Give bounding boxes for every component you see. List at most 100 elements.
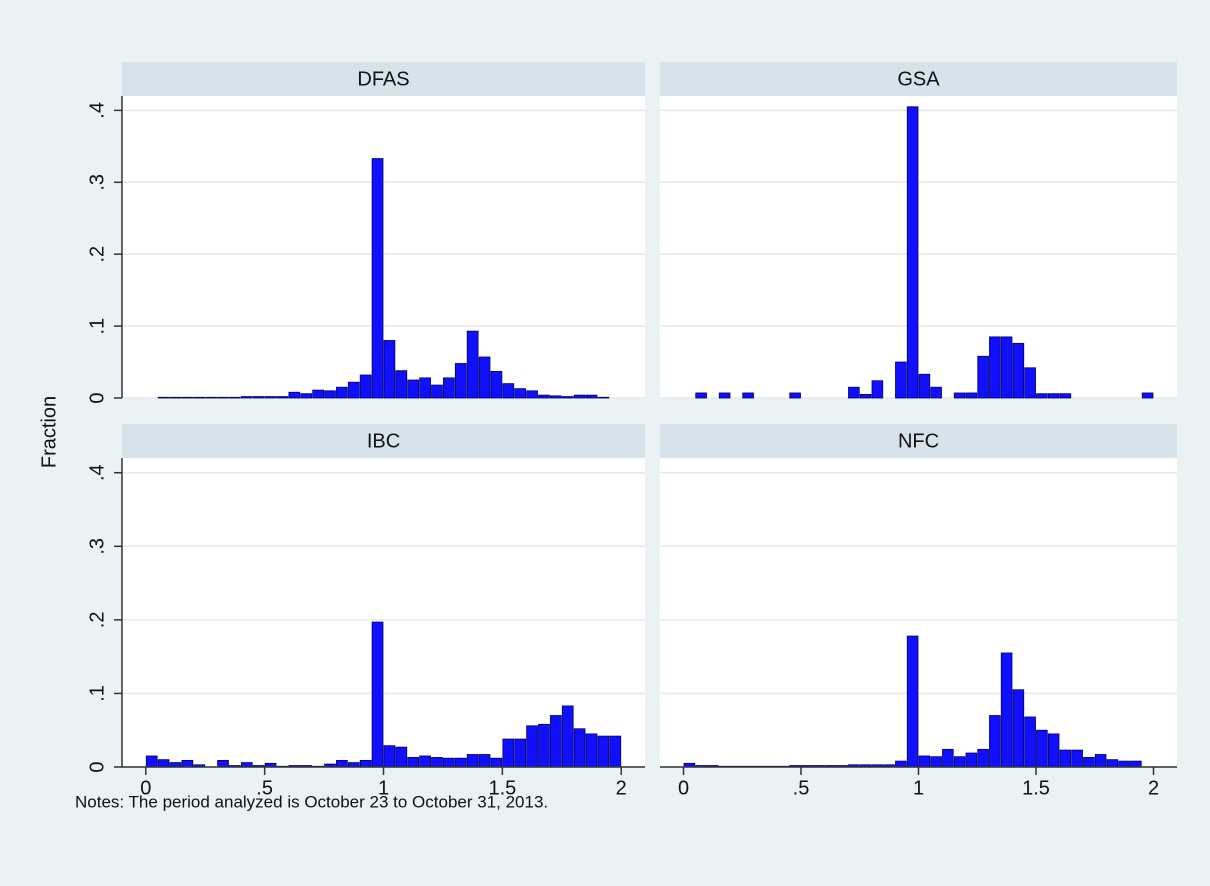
bar <box>977 748 989 768</box>
bar <box>145 755 158 768</box>
y-tick-label: .2 <box>86 612 108 629</box>
bar <box>585 733 598 768</box>
panel-title: DFAS <box>357 68 409 90</box>
bar <box>1024 716 1036 768</box>
bar <box>1083 757 1095 768</box>
panel-title: IBC <box>367 430 400 452</box>
bar <box>1036 393 1048 399</box>
bar <box>181 396 194 399</box>
x-tick-label: 2 <box>1148 777 1159 799</box>
bar <box>431 384 443 399</box>
bar <box>419 755 431 768</box>
bar <box>1047 393 1060 399</box>
bar <box>336 759 348 768</box>
bar <box>561 396 574 399</box>
note: Notes: The period analyzed is October 23… <box>75 792 548 811</box>
bar <box>407 757 420 768</box>
bar <box>1047 733 1060 768</box>
x-tick-label: 1 <box>378 777 389 799</box>
bar <box>502 383 515 399</box>
bar <box>288 391 301 399</box>
bar <box>205 396 217 399</box>
y-axis-label: Fraction <box>38 396 60 468</box>
bar <box>217 396 229 399</box>
bar <box>478 356 491 399</box>
y-tick-label: 0 <box>86 761 108 772</box>
panel-title: GSA <box>897 68 940 90</box>
plot-area <box>122 96 645 398</box>
bar <box>1000 652 1013 768</box>
y-tick-label: .2 <box>86 246 108 263</box>
bar <box>264 396 277 399</box>
bar <box>276 396 289 399</box>
bar <box>538 723 550 768</box>
bar <box>371 158 384 399</box>
bar <box>895 361 907 399</box>
bar <box>859 394 872 399</box>
bar <box>906 635 919 768</box>
bar <box>597 396 610 399</box>
panel-strip <box>660 424 1177 458</box>
bar <box>1094 754 1107 768</box>
bar <box>157 396 170 399</box>
bar <box>550 715 562 768</box>
bar <box>1141 392 1154 399</box>
bar <box>1036 729 1048 768</box>
bar <box>169 396 182 399</box>
y-tick-label: .1 <box>86 318 108 335</box>
bar <box>514 388 527 399</box>
bar <box>419 377 431 399</box>
bar <box>383 745 396 768</box>
bar <box>217 759 229 768</box>
x-tick-label: 2 <box>616 777 627 799</box>
bar <box>1059 393 1072 399</box>
bar <box>918 755 931 768</box>
bar <box>359 374 372 399</box>
bar <box>573 394 586 399</box>
x-tick-label: 1.5 <box>488 777 516 799</box>
y-tick-label: .3 <box>86 538 108 555</box>
bar <box>953 392 966 399</box>
bar <box>395 370 408 399</box>
bar <box>930 756 942 768</box>
bar <box>466 754 479 768</box>
bar <box>789 392 801 399</box>
x-tick-label: 1.5 <box>1022 777 1050 799</box>
panel-strip <box>122 62 645 96</box>
bar <box>1106 759 1119 768</box>
bar <box>466 330 479 399</box>
bar <box>193 396 206 399</box>
bar <box>371 621 384 768</box>
x-tick-label: 0 <box>678 777 689 799</box>
bar <box>443 377 455 399</box>
bar <box>1000 336 1013 399</box>
bar <box>538 394 550 399</box>
plot-area <box>660 96 1177 398</box>
bar <box>395 746 408 768</box>
bar <box>359 759 372 768</box>
bar <box>312 389 324 399</box>
bar <box>1012 689 1025 768</box>
bar <box>965 392 978 399</box>
bar <box>407 379 420 399</box>
bar <box>443 757 455 768</box>
y-tick-label: .4 <box>86 464 108 481</box>
plot-area <box>660 458 1177 767</box>
y-tick-label: .3 <box>86 174 108 191</box>
x-tick-label: 1 <box>913 777 924 799</box>
bar <box>953 756 966 768</box>
bar <box>871 380 884 399</box>
bar <box>454 757 467 768</box>
bar <box>848 386 860 399</box>
bar <box>609 735 622 768</box>
bar <box>1012 342 1025 399</box>
panel-title: NFC <box>898 430 939 452</box>
bar <box>300 393 313 399</box>
bar <box>1118 760 1130 768</box>
x-tick-label: .5 <box>793 777 810 799</box>
bar <box>383 340 396 399</box>
panel-strip <box>660 62 1177 96</box>
bar <box>1024 367 1036 399</box>
bar <box>1071 749 1083 768</box>
bar <box>336 386 348 399</box>
